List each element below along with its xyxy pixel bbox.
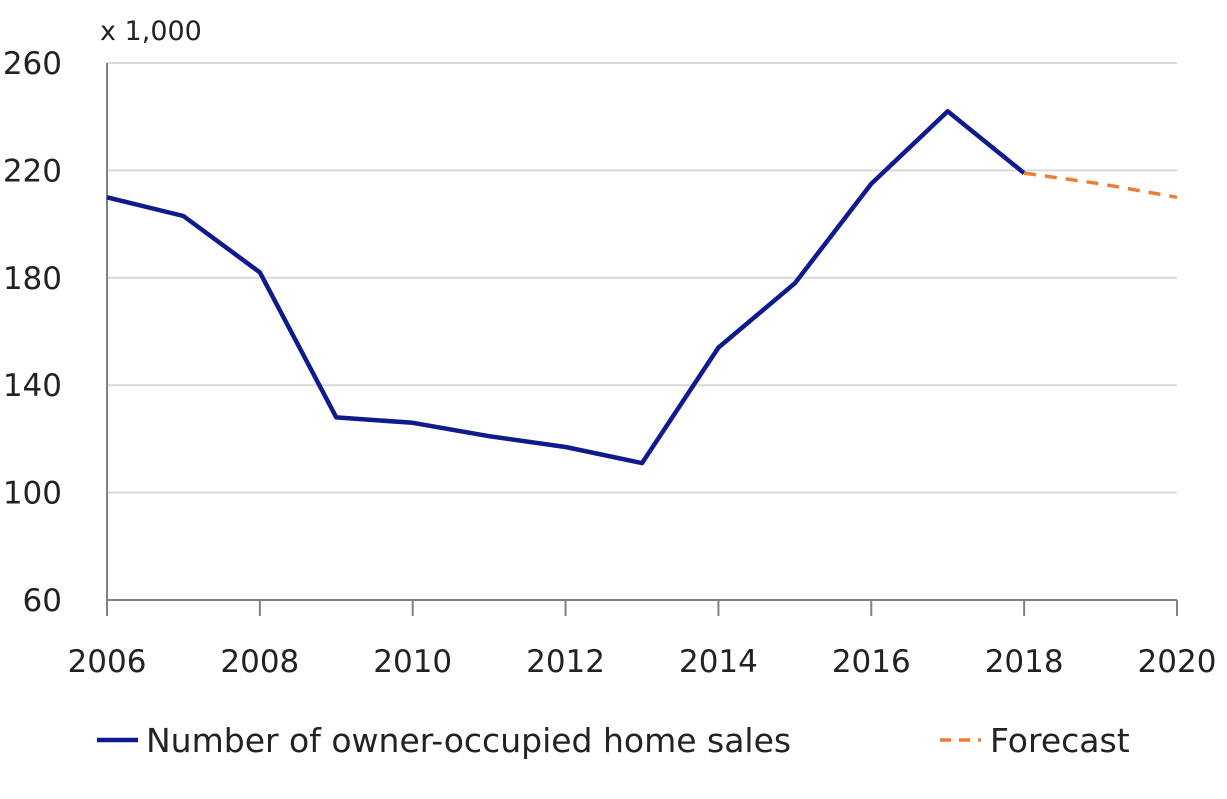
x-tick-label: 2016 [832,644,911,680]
x-tick-label: 2014 [679,644,758,680]
x-tick-label: 2018 [985,644,1064,680]
y-tick-label: 60 [23,583,62,619]
data-point [794,282,796,284]
legend-label-0: Number of owner-occupied home sales [146,721,791,760]
data-point [106,196,108,198]
x-tick-label: 2020 [1138,644,1217,680]
series-line-1 [1023,171,1178,200]
y-tick-label: 140 [3,368,62,404]
series-line-0 [106,109,1026,466]
data-point [565,446,567,448]
series-lines [106,109,1178,466]
y-tick-label: 220 [3,153,62,189]
y-tick-label: 260 [3,46,62,82]
data-point [488,435,490,437]
data-point [1023,172,1025,174]
x-tick-label: 2012 [526,644,605,680]
data-point [641,462,643,464]
x-tick-label: 2006 [68,644,147,680]
x-tick-label: 2008 [220,644,299,680]
data-point [1100,183,1102,185]
x-tick-label: 2010 [373,644,452,680]
tick-labels: 60 100 140 180 220 260 2006 2008 2010 2012 2014 201… [3,46,1217,680]
axes [106,63,1178,616]
data-point [1176,196,1178,198]
data-point [335,416,337,418]
y-unit-label: x 1,000 [100,16,202,47]
data-point [717,347,719,349]
data-point [259,271,261,273]
data-point [947,110,949,112]
gridlines [107,62,1177,494]
legend: Number of owner-occupied home sales Forec… [97,721,1130,760]
y-tick-label: 100 [3,476,62,512]
y-tick-label: 180 [3,261,62,297]
legend-label-1: Forecast [990,721,1130,760]
data-point [412,422,414,424]
data-point [870,183,872,185]
data-point [182,215,184,217]
